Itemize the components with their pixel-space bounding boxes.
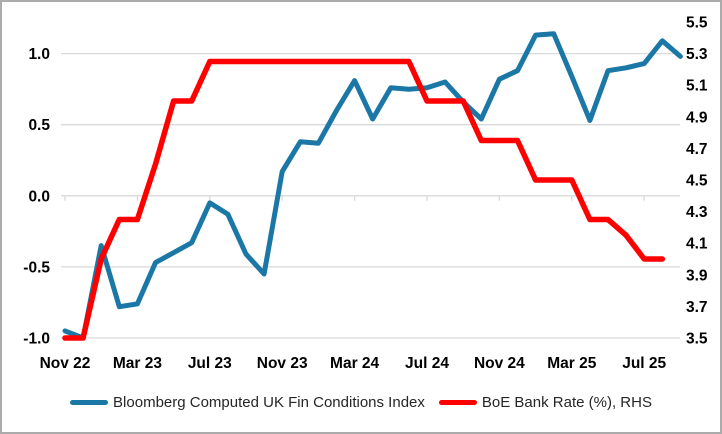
x-axis-tick-label: Mar 24 xyxy=(330,355,379,372)
legend-item-fci: Bloomberg Computed UK Fin Conditions Ind… xyxy=(70,394,425,411)
x-axis-tick-label: Jul 23 xyxy=(188,355,232,372)
y-axis-right-tick-label: 4.7 xyxy=(686,141,708,158)
x-axis-tick-label: Jul 24 xyxy=(405,355,449,372)
y-axis-right-tick-label: 3.9 xyxy=(686,267,708,284)
x-axis-tick-label: Jul 25 xyxy=(622,355,666,372)
dual-axis-line-chart: 1.0 0.5 0.0 -0.5 -1.0 5.5 5.3 5.1 4.9 4.7 4.5 4.3 4.… xyxy=(23,15,708,373)
fci-line-swatch xyxy=(70,400,109,405)
y-axis-left-tick-label: 1.0 xyxy=(28,46,50,63)
boe-rate-line xyxy=(62,58,666,341)
y-axis-right-tick-label: 4.1 xyxy=(686,236,708,253)
boe-legend-label: BoE Bank Rate (%), RHS xyxy=(481,394,652,411)
y-axis-right-tick-label: 3.5 xyxy=(686,331,708,348)
chart-legend: Bloomberg Computed UK Fin Conditions Ind… xyxy=(2,394,720,411)
boe-line-swatch xyxy=(438,400,477,405)
x-axis-tick-label: Mar 23 xyxy=(113,355,162,372)
y-axis-right-tick-label: 4.3 xyxy=(686,204,708,221)
y-axis-left-tick-label: 0.5 xyxy=(28,117,50,134)
x-axis-tick-label: Nov 22 xyxy=(40,355,91,372)
y-axis-left-tick-label: 0.0 xyxy=(28,188,50,205)
y-axis-right-tick-label: 5.5 xyxy=(686,15,708,32)
y-axis-right-tick-label: 4.5 xyxy=(686,173,708,190)
x-axis-tick-label: Nov 24 xyxy=(474,355,525,372)
fci-legend-label: Bloomberg Computed UK Fin Conditions Ind… xyxy=(113,394,425,411)
fci-line xyxy=(62,31,683,341)
x-axis-tick-label: Nov 23 xyxy=(257,355,308,372)
y-axis-left-tick-label: -0.5 xyxy=(23,259,50,276)
y-axis-left-tick-label: -1.0 xyxy=(23,331,50,348)
y-axis-right-tick-label: 3.7 xyxy=(686,299,708,316)
y-axis-right-tick-label: 5.3 xyxy=(686,46,708,63)
x-axis-tick-label: Mar 25 xyxy=(547,355,596,372)
y-axis-right-tick-label: 4.9 xyxy=(686,109,708,126)
legend-item-boe: BoE Bank Rate (%), RHS xyxy=(438,394,652,411)
y-axis-right-tick-label: 5.1 xyxy=(686,78,708,95)
